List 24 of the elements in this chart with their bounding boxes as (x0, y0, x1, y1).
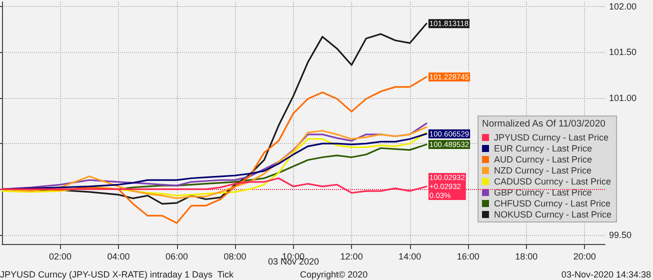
x-tick-label: 18:00 (515, 252, 538, 262)
y-tick-label: 101.50 (609, 47, 637, 58)
legend-label: CHFUSD Curncy - Last Price (494, 198, 611, 208)
x-tick-label: 06:00 (166, 252, 188, 262)
y-tick-label: 101.00 (609, 92, 637, 103)
x-tick-label: 12:00 (340, 252, 363, 262)
x-tick-label: 20:00 (573, 252, 596, 262)
legend-label: NOKUSD Curncy - Last Price (494, 210, 612, 220)
legend-label: NZD Curncy - Last Price (494, 166, 592, 176)
legend-title: Normalized As Of 11/03/2020 (482, 118, 606, 130)
text: 03-Nov-2020 14:34:38 (561, 270, 652, 280)
x-tick-label: 14:00 (398, 252, 422, 262)
legend-label: EUR Curncy - Last Price (494, 144, 592, 154)
y-tick-label: 102.00 (609, 2, 637, 12)
x-tick-label: 04:00 (107, 252, 130, 262)
y-tick-label: 99.50 (609, 230, 632, 240)
legend-label: JPYUSD Curncy - Last Price (494, 132, 609, 142)
text: Copyright© 2020 (300, 270, 368, 280)
text: JPYUSD Curncy (JPY-USD X-RATE) intraday 1 Days Tick (0, 270, 234, 280)
legend-label: CADUSD Curncy - Last Price (494, 176, 612, 186)
legend-label: AUD Curncy - Last Price (494, 154, 592, 164)
x-tick-label: 16:00 (456, 252, 480, 262)
x-tick-label: 08:00 (224, 252, 246, 262)
x-tick-label: 02:00 (48, 252, 72, 262)
